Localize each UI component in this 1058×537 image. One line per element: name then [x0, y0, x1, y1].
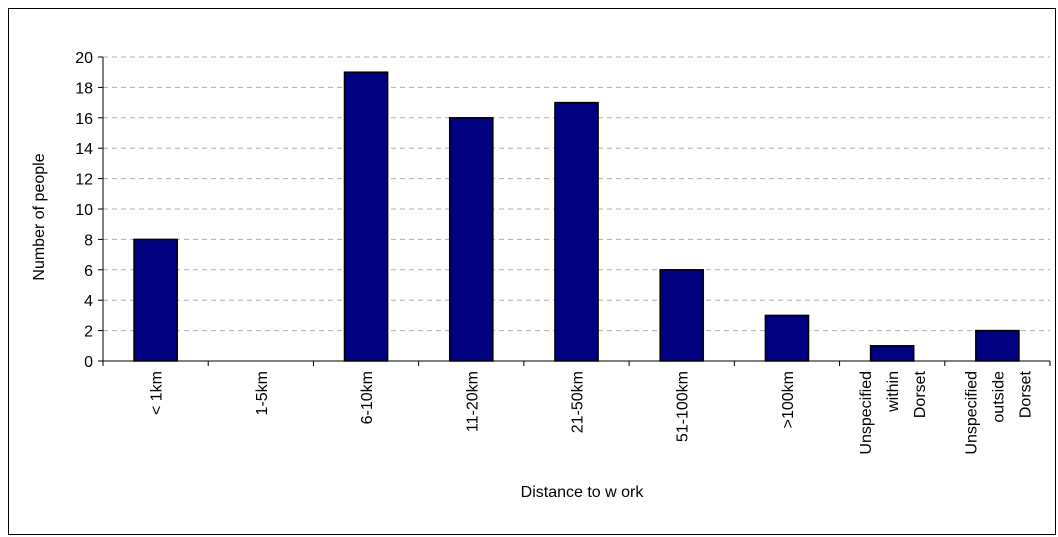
bar	[554, 101, 599, 362]
x-tick-label: 1-5km	[254, 371, 271, 415]
x-tick-labels: < 1km 1-5km 6-10km 11-20km 21-50km 51-100km >1…	[149, 370, 1035, 454]
y-tick-label: 16	[75, 111, 93, 128]
y-tick-label: 6	[84, 263, 93, 280]
y-tick-label: 20	[75, 50, 93, 67]
chart-frame	[8, 8, 1056, 535]
x-tick-label: outside	[990, 371, 1007, 423]
bar	[764, 314, 810, 362]
y-tick-label: 12	[75, 172, 93, 189]
y-tick-label: 10	[75, 202, 93, 219]
y-tick-label: 4	[84, 293, 93, 310]
gridlines	[103, 56, 1050, 332]
y-tick-labels: 0 2 4 6 8 10 12 14 16 18 20	[75, 50, 93, 371]
y-tick-label: 8	[84, 232, 93, 249]
x-tick-label: Unspecified	[858, 371, 875, 455]
x-tick-label: >100km	[780, 371, 797, 428]
y-axis-title: Number of people	[31, 153, 48, 280]
x-tick-label: Unspecified	[963, 371, 980, 455]
bar	[133, 238, 178, 362]
x-tick-label: 6-10km	[359, 371, 376, 424]
bar	[343, 71, 389, 362]
x-tick-label: 21-50km	[570, 371, 587, 433]
x-tick-label: Dorset	[912, 370, 929, 418]
axes	[98, 56, 1051, 366]
bar	[975, 329, 1020, 362]
x-axis-title: Distance to w ork	[521, 484, 645, 501]
y-tick-label: 14	[75, 141, 93, 158]
x-tick-label: within	[885, 371, 902, 413]
bar	[448, 117, 494, 362]
x-tick-label: < 1km	[149, 371, 166, 415]
y-tick-label: 0	[84, 354, 93, 371]
bars	[133, 71, 1020, 362]
y-tick-label: 18	[75, 80, 93, 97]
x-tick-label: 11-20km	[464, 371, 481, 432]
y-tick-label: 2	[84, 324, 93, 341]
bar	[659, 269, 705, 362]
x-tick-label: Dorset	[1017, 370, 1034, 418]
bar	[869, 345, 915, 362]
x-tick-label: 51-100km	[675, 371, 692, 442]
